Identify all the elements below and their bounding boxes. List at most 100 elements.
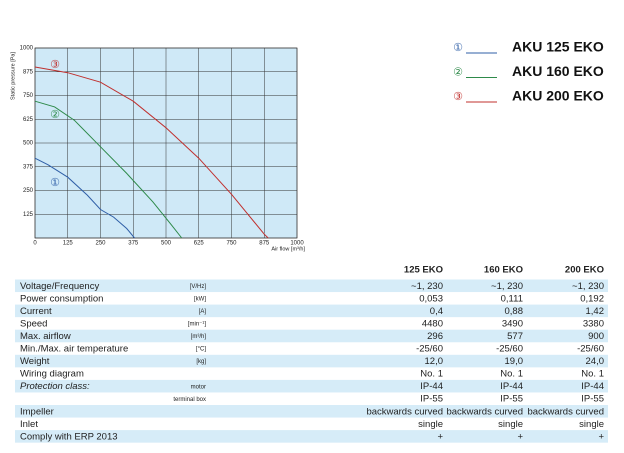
row-unit: terminal box — [173, 397, 206, 403]
cell-value: 24,0 — [586, 356, 605, 367]
curve — [34, 66, 269, 239]
cell-value: No. 1 — [581, 369, 604, 380]
row-band — [15, 354, 608, 368]
x-tick-label: 375 — [128, 241, 139, 247]
row-label: Speed — [20, 318, 47, 329]
x-tick-label: 625 — [194, 241, 205, 247]
row-band — [15, 329, 608, 343]
cell-value: IP-44 — [581, 381, 604, 392]
row-label: Wiring diagram — [20, 369, 84, 380]
y-tick-label: 125 — [23, 212, 34, 218]
cell-value: backwards curved — [366, 406, 443, 417]
legend-label: AKU 125 EKO — [512, 39, 604, 55]
cell-value: No. 1 — [500, 369, 523, 380]
row-unit: [min⁻¹] — [188, 322, 207, 328]
y-tick-label: 875 — [23, 69, 34, 75]
cell-value: backwards curved — [446, 406, 523, 417]
cell-value: IP-55 — [500, 394, 523, 405]
cell-value: 0,4 — [430, 306, 443, 317]
cell-value: + — [437, 431, 443, 442]
x-axis-label: Air flow [m³/h] — [271, 246, 305, 252]
row-band — [15, 304, 608, 318]
y-tick-label: 500 — [23, 141, 34, 147]
x-tick-label: 125 — [63, 241, 74, 247]
cell-value: No. 1 — [420, 369, 443, 380]
cell-value: IP-55 — [420, 394, 443, 405]
cell-value: backwards curved — [527, 406, 604, 417]
row-label: Impeller — [20, 406, 54, 417]
row-unit: motor — [191, 384, 206, 390]
cell-value: 1,42 — [586, 306, 605, 317]
x-tick-label: 875 — [259, 241, 270, 247]
cell-value: -25/60 — [577, 344, 604, 355]
cell-value: 577 — [507, 331, 523, 342]
row-label: Inlet — [20, 419, 38, 430]
row-unit: [A] — [199, 309, 207, 315]
curve-label: ③ — [50, 59, 60, 71]
legend-label: AKU 160 EKO — [512, 63, 604, 79]
column-header: 200 EKO — [565, 265, 604, 276]
cell-value: ~1, 230 — [491, 281, 523, 292]
row-label: Comply with ERP 2013 — [20, 431, 118, 442]
y-tick-label: 625 — [23, 117, 34, 123]
cell-value: 4480 — [422, 318, 443, 329]
row-label: Max. airflow — [20, 331, 71, 342]
row-label: Power consumption — [20, 293, 103, 304]
cell-value: + — [517, 431, 523, 442]
y-tick-label: 750 — [23, 93, 34, 99]
curve-label: ② — [50, 109, 60, 121]
cell-value: -25/60 — [496, 344, 523, 355]
row-band — [15, 405, 608, 418]
row-unit: [°C] — [196, 347, 206, 353]
cell-value: 0,111 — [501, 293, 523, 304]
column-header: 125 EKO — [404, 265, 443, 276]
y-tick-label: 250 — [23, 188, 34, 194]
y-axis-label: Static pressure [Pa] — [10, 52, 16, 100]
row-band — [15, 379, 608, 393]
row-band — [15, 430, 608, 443]
cell-value: single — [498, 419, 523, 430]
cell-value: 3490 — [502, 318, 523, 329]
cell-value: 0,192 — [580, 293, 604, 304]
cell-value: 12,0 — [425, 356, 444, 367]
cell-value: single — [579, 419, 604, 430]
legend-label: AKU 200 EKO — [512, 88, 604, 104]
cell-value: ~1, 230 — [411, 281, 443, 292]
row-unit: [V/Hz] — [190, 284, 207, 290]
row-label: Min./Max. air temperature — [20, 344, 128, 355]
row-label: Current — [20, 306, 52, 317]
row-unit: [kg] — [196, 359, 206, 365]
legend-marker: ② — [453, 66, 463, 78]
y-tick-label: 1000 — [20, 46, 34, 52]
cell-value: ~1, 230 — [572, 281, 604, 292]
cell-value: IP-55 — [581, 394, 604, 405]
curve — [34, 100, 183, 239]
x-tick-label: 1000 — [290, 241, 304, 247]
cell-value: 0,053 — [419, 293, 443, 304]
cell-value: single — [418, 419, 443, 430]
x-tick-label: 500 — [161, 241, 172, 247]
x-tick-label: 250 — [95, 241, 106, 247]
row-unit: [kW] — [194, 296, 206, 302]
cell-value: IP-44 — [500, 381, 523, 392]
cell-value: 296 — [427, 331, 443, 342]
x-tick-label: 750 — [226, 241, 237, 247]
legend-marker: ① — [453, 42, 463, 54]
cell-value: + — [598, 431, 604, 442]
cell-value: 0,88 — [505, 306, 524, 317]
legend-marker: ③ — [453, 91, 463, 103]
row-label: Weight — [20, 356, 50, 367]
cell-value: -25/60 — [416, 344, 443, 355]
row-unit: [m³/h] — [191, 334, 207, 340]
curve — [34, 157, 135, 239]
cell-value: IP-44 — [420, 381, 443, 392]
row-label: Protection class: — [20, 381, 90, 392]
row-label: Voltage/Frequency — [20, 281, 99, 292]
curve-label: ① — [50, 177, 60, 189]
cell-value: 3380 — [583, 318, 604, 329]
y-tick-label: 375 — [23, 164, 34, 170]
cell-value: 900 — [588, 331, 604, 342]
column-header: 160 EKO — [484, 265, 523, 276]
